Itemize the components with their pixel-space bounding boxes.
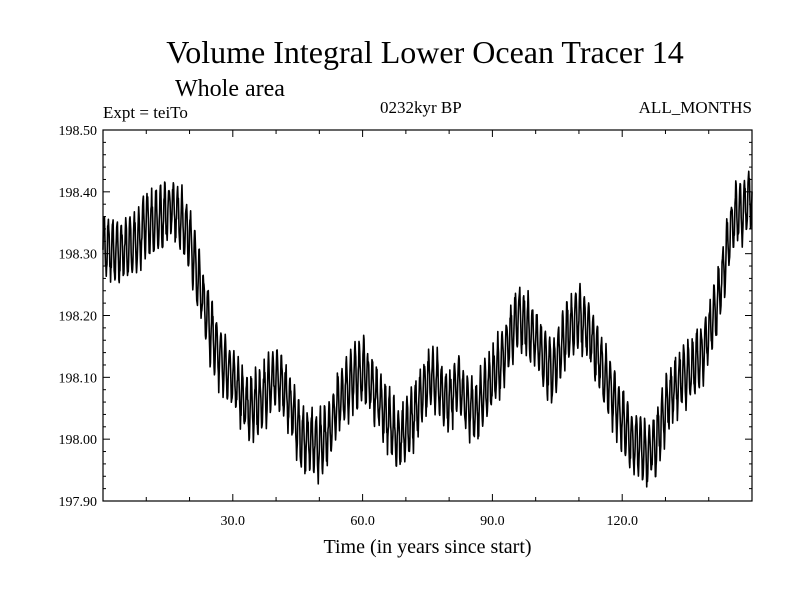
y-tick-label: 198.10 [59, 371, 98, 386]
x-tick-label: 60.0 [350, 514, 375, 529]
y-tick-label: 197.90 [59, 495, 98, 510]
x-tick-label: 90.0 [480, 514, 505, 529]
y-tick-label: 198.40 [59, 186, 98, 201]
months-label: ALL_MONTHS [638, 98, 752, 117]
x-tick-label: 30.0 [221, 514, 246, 529]
y-tick-label: 198.30 [59, 248, 98, 263]
y-tick-label: 198.20 [59, 310, 98, 325]
chart-subtitle: Whole area [175, 76, 285, 102]
series-line [102, 170, 753, 488]
x-axis-label: Time (in years since start) [323, 536, 532, 558]
chart-title: Volume Integral Lower Ocean Tracer 14 [166, 34, 684, 70]
x-tick-label: 120.0 [606, 514, 638, 529]
y-tick-label: 198.50 [59, 124, 98, 139]
period-label: 0232kyr BP [380, 98, 462, 117]
y-tick-label: 198.00 [59, 433, 98, 448]
experiment-label: Expt = teiTo [103, 103, 188, 122]
